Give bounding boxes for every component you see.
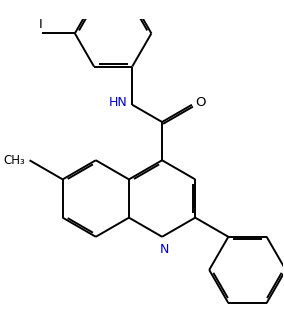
Text: O: O xyxy=(196,96,206,109)
Text: HN: HN xyxy=(109,96,128,109)
Text: I: I xyxy=(39,19,42,32)
Text: CH₃: CH₃ xyxy=(3,154,25,167)
Text: N: N xyxy=(159,242,169,256)
